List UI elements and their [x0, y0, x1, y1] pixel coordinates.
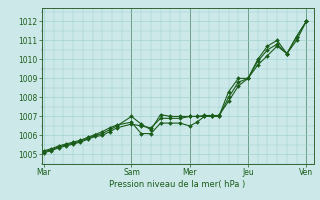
X-axis label: Pression niveau de la mer( hPa ): Pression niveau de la mer( hPa ) — [109, 180, 246, 189]
